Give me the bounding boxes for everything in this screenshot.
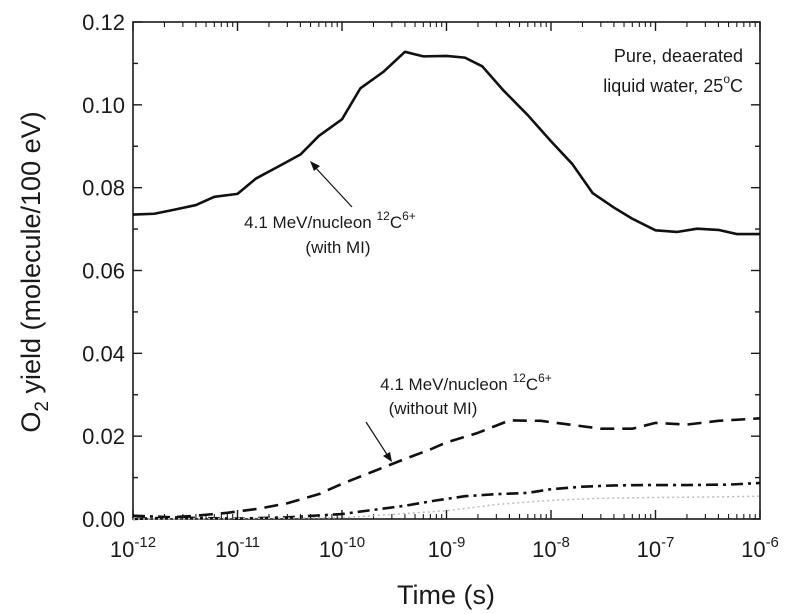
x-tick-label: 10-10: [319, 534, 365, 562]
annotation-without-mi-text: 4.1 MeV/nucleon: [380, 375, 512, 394]
x-tick-exponent: -10: [343, 534, 365, 551]
corner-label-unit: C: [730, 76, 743, 96]
x-tick-exponent: -11: [239, 534, 260, 551]
annotation-with-mi-line1: 4.1 MeV/nucleon 12C6+: [244, 209, 416, 232]
corner-label-text: liquid water, 25: [603, 76, 723, 96]
annotation-without-mi-element: C: [526, 375, 538, 394]
x-tick-label: 10-11: [215, 534, 260, 562]
corner-label-line1: Pure, deaerated: [614, 46, 743, 66]
axis-ticks: [132, 21, 761, 520]
y-tick-label: 0.00: [82, 507, 125, 532]
y-tick-label: 0.08: [82, 176, 125, 201]
x-tick-label: 10-9: [428, 534, 466, 562]
annotation-with-mi-sup-post: 6+: [402, 209, 416, 223]
corner-label: Pure, deaerated liquid water, 25oC: [603, 46, 743, 96]
x-axis-title: Time (s): [397, 580, 495, 610]
series-line-dashed: [132, 417, 761, 521]
x-tick-base: 10: [319, 537, 343, 562]
annotation-with-mi-line2: (with MI): [305, 238, 370, 257]
annotation-with-mi-element: C: [390, 213, 402, 232]
x-tick-base: 10: [637, 537, 661, 562]
y-axis-title: O2 yield (molecule/100 eV): [16, 111, 53, 432]
y-axis-title-sub: 2: [32, 401, 53, 412]
x-tick-label: 10-8: [532, 534, 570, 562]
annotation-with-mi: 4.1 MeV/nucleon 12C6+ (with MI): [244, 161, 416, 257]
corner-label-degree: o: [723, 72, 730, 86]
series-group: [132, 50, 761, 521]
y-tick-labels: 0.00 0.02 0.04 0.06 0.08 0.10 0.12: [82, 10, 125, 532]
x-tick-exponent: -8: [557, 534, 570, 551]
series-line-dotted: [132, 495, 761, 520]
x-tick-label: 10-12: [110, 534, 156, 562]
y-tick-label: 0.06: [82, 259, 125, 284]
x-tick-base: 10: [741, 537, 765, 562]
annotation-without-mi-arrow: [365, 421, 389, 457]
plot-frame-group: [132, 21, 761, 520]
annotation-with-mi-sup-pre: 12: [376, 209, 390, 223]
series-line-solid: [132, 50, 760, 236]
x-tick-base: 10: [532, 537, 556, 562]
annotation-with-mi-arrow: [313, 165, 353, 208]
x-tick-exponent: -7: [661, 534, 674, 551]
x-tick-label: 10-7: [637, 534, 675, 562]
x-tick-exponent: -12: [134, 534, 156, 551]
y-tick-label: 0.10: [82, 93, 125, 118]
annotation-with-mi-text: 4.1 MeV/nucleon: [244, 213, 376, 232]
x-tick-label: 10-6: [741, 534, 779, 562]
x-tick-base: 10: [215, 537, 239, 562]
y-tick-label: 0.04: [82, 341, 125, 366]
annotation-without-mi-line2: (without MI): [389, 399, 478, 418]
y-tick-label: 0.12: [82, 10, 125, 35]
x-tick-base: 10: [428, 537, 452, 562]
plot-frame: [132, 21, 761, 520]
y-axis-title-main: O: [16, 412, 46, 433]
y-axis-title-rest: yield (molecule/100 eV): [16, 111, 46, 401]
y-tick-label: 0.02: [82, 424, 125, 449]
annotation-with-mi-arrowhead: [310, 161, 320, 171]
annotation-without-mi-sup-post: 6+: [538, 371, 552, 385]
annotation-without-mi-sup-pre: 12: [512, 371, 526, 385]
annotation-without-mi-line1: 4.1 MeV/nucleon 12C6+: [380, 371, 552, 394]
annotation-without-mi: 4.1 MeV/nucleon 12C6+ (without MI): [365, 371, 552, 462]
x-tick-base: 10: [110, 537, 134, 562]
x-tick-labels: 10-12 10-11 10-10 10-9 10-8 10-7 10-6: [110, 534, 779, 562]
corner-label-line2: liquid water, 25oC: [603, 72, 743, 96]
x-tick-exponent: -6: [766, 534, 779, 551]
x-tick-exponent: -9: [452, 534, 465, 551]
annotation-without-mi-arrowhead: [383, 452, 392, 462]
